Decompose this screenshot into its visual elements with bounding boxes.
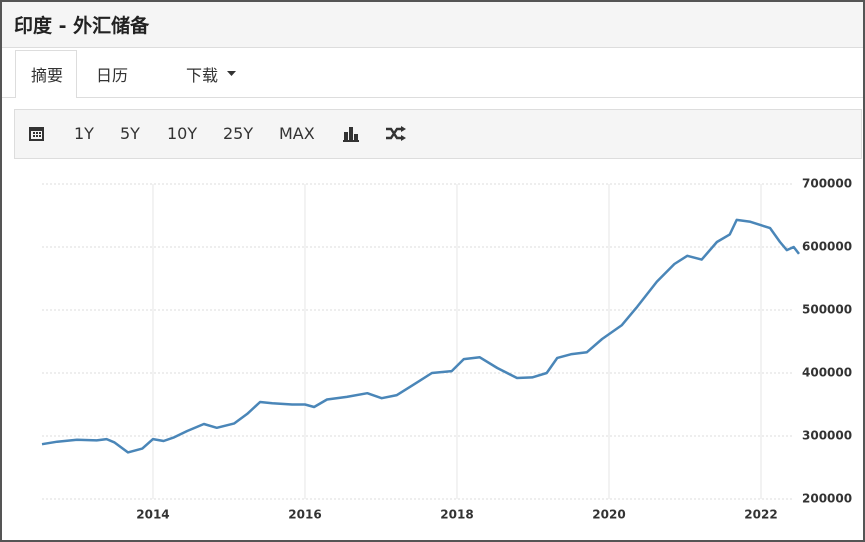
y-tick-label: 700000 [802,177,852,191]
dropdown-caret[interactable] [227,71,237,77]
tab[interactable]: 下载 [186,66,219,85]
x-tick-label: 2016 [288,508,321,522]
y-tick-label: 500000 [802,303,852,317]
toolbar [14,109,862,159]
range-button[interactable]: 25Y [223,124,254,143]
x-tick-label: 2018 [440,508,473,522]
tab[interactable]: 日历 [96,66,129,85]
range-button[interactable]: 1Y [74,124,94,143]
x-tick-label: 2014 [136,508,169,522]
y-tick-label: 400000 [802,366,852,380]
range-button[interactable]: 5Y [120,124,140,143]
active-tab [15,50,77,98]
y-tick-label: 300000 [802,429,852,443]
range-button[interactable]: 10Y [167,124,198,143]
range-button[interactable]: MAX [279,124,315,143]
y-tick-label: 200000 [802,492,852,506]
data-line [41,218,800,454]
tab-divider [2,97,863,98]
x-tick-label: 2020 [592,508,625,522]
y-tick-label: 600000 [802,240,852,254]
bar-chart-icon[interactable] [343,126,360,142]
calendar-icon[interactable] [28,125,45,142]
tab[interactable]: 摘要 [31,66,64,85]
title-bar: 印度 - 外汇储备 [2,2,863,48]
page-title: 印度 - 外汇储备 [14,15,150,37]
x-tick-label: 2022 [744,508,777,522]
shuffle-icon[interactable] [385,126,407,142]
